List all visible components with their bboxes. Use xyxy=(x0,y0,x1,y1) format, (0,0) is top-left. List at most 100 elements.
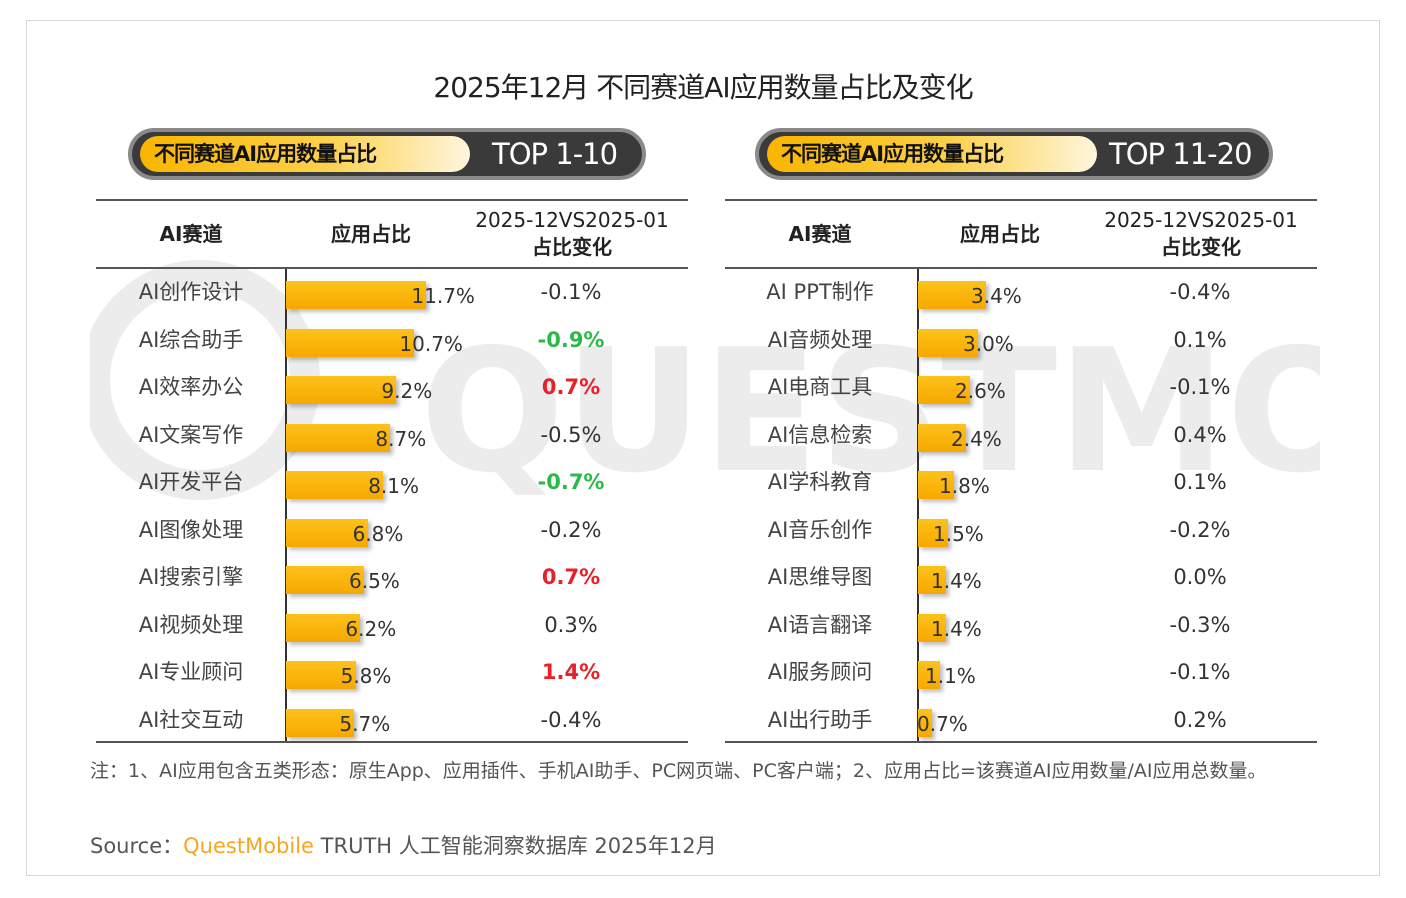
track-name: AI音频处理 xyxy=(767,327,873,352)
panel-rank: TOP 1-10 xyxy=(492,137,618,171)
track-name: AI信息检索 xyxy=(767,422,873,447)
change-value: -0.4% xyxy=(540,707,602,732)
header-share: 应用占比 xyxy=(331,222,411,246)
share-bar xyxy=(918,708,932,737)
panel-pill-0: 不同赛道AI应用数量占比 TOP 1-10 xyxy=(128,128,646,180)
ranking-table-1: AI赛道 应用占比 2025-12VS2025-01 占比变化 AI PPT制作… xyxy=(725,199,1317,743)
share-label: 10.7% xyxy=(399,331,463,356)
share-bar xyxy=(286,376,397,404)
share-bar xyxy=(286,281,427,309)
share-label: 9.2% xyxy=(381,379,433,403)
table-row: AI电商工具 2.6% -0.1% xyxy=(725,364,1317,412)
chart-title: 2025年12月 不同赛道AI应用数量占比及变化 xyxy=(433,71,973,104)
header-track: AI赛道 xyxy=(159,222,223,246)
header-change-line1: 2025-12VS2025-01 xyxy=(1104,208,1298,232)
share-label: 5.8% xyxy=(340,664,392,688)
table-row: AI开发平台 8.1% -0.7% xyxy=(96,459,688,507)
share-label: 6.2% xyxy=(345,616,397,641)
share-bar xyxy=(286,708,355,737)
change-value: -0.9% xyxy=(537,327,605,352)
axis-line xyxy=(285,269,287,741)
header-track: AI赛道 xyxy=(788,222,852,246)
track-name: AI专业顾问 xyxy=(138,660,244,684)
share-bar xyxy=(286,471,384,499)
change-value: 0.7% xyxy=(541,565,601,589)
table-row: AI专业顾问 5.8% 1.4% xyxy=(96,649,688,697)
track-name: AI创作设计 xyxy=(138,280,244,304)
track-name: AI服务顾问 xyxy=(767,660,873,684)
change-value: -0.1% xyxy=(540,280,602,304)
share-label: 1.8% xyxy=(939,474,990,498)
change-value: -0.5% xyxy=(540,422,602,447)
source-label: Source： xyxy=(90,834,184,858)
share-bar xyxy=(918,661,940,689)
share-bar xyxy=(918,281,986,309)
change-value: -0.7% xyxy=(537,470,605,494)
track-name: AI社交互动 xyxy=(138,707,244,732)
share-label: 6.8% xyxy=(352,521,404,546)
track-name: AI开发平台 xyxy=(138,470,244,494)
track-name: AI综合助手 xyxy=(138,327,244,352)
share-label: 5.7% xyxy=(339,711,391,736)
footnote: 注：1、AI应用包含五类形态：原生App、应用插件、手机AI助手、PC网页端、P… xyxy=(90,760,1267,782)
header-change-line2: 占比变化 xyxy=(532,235,612,259)
share-label: 1.1% xyxy=(925,664,976,688)
track-name: AI文案写作 xyxy=(138,422,244,447)
share-label: 1.4% xyxy=(931,569,982,593)
share-bar xyxy=(286,613,361,642)
change-value: 0.2% xyxy=(1173,707,1227,732)
change-value: -0.1% xyxy=(1169,660,1231,684)
change-value: -0.3% xyxy=(1169,612,1231,637)
table-row: AI视频处理 6.2% 0.3% xyxy=(96,602,688,650)
share-bar xyxy=(918,376,970,404)
table-header: AI赛道 应用占比 2025-12VS2025-01 占比变化 xyxy=(725,201,1317,269)
share-bar xyxy=(918,518,948,547)
share-bar xyxy=(286,328,415,357)
panel-label: 不同赛道AI应用数量占比 xyxy=(767,136,1097,172)
share-label: 11.7% xyxy=(411,284,475,308)
share-bar xyxy=(286,566,364,594)
change-value: 0.0% xyxy=(1173,565,1227,589)
share-bar xyxy=(918,471,954,499)
table-row: AI语言翻译 1.4% -0.3% xyxy=(725,602,1317,650)
table-row: AI音频处理 3.0% 0.1% xyxy=(725,317,1317,365)
panel-pill-1: 不同赛道AI应用数量占比 TOP 11-20 xyxy=(755,128,1273,180)
share-bar xyxy=(918,328,978,357)
source-line: Source：QuestMobile TRUTH 人工智能洞察数据库 2025年… xyxy=(90,830,717,860)
track-name: AI出行助手 xyxy=(767,707,873,732)
share-label: 0.7% xyxy=(917,711,968,736)
table-row: AI思维导图 1.4% 0.0% xyxy=(725,554,1317,602)
header-change-line1: 2025-12VS2025-01 xyxy=(475,208,669,232)
change-value: 0.3% xyxy=(544,612,598,637)
change-value: 0.4% xyxy=(1173,422,1227,447)
table-row: AI文案写作 8.7% -0.5% xyxy=(96,412,688,460)
table-header: AI赛道 应用占比 2025-12VS2025-01 占比变化 xyxy=(96,201,688,269)
header-change-line2: 占比变化 xyxy=(1161,235,1241,259)
table-row: AI图像处理 6.8% -0.2% xyxy=(96,507,688,555)
table-row: AI服务顾问 1.1% -0.1% xyxy=(725,649,1317,697)
table-row: AI音乐创作 1.5% -0.2% xyxy=(725,507,1317,555)
change-value: -0.2% xyxy=(1169,517,1231,542)
change-value: -0.2% xyxy=(540,517,602,542)
change-value: 0.7% xyxy=(541,375,601,399)
share-bar xyxy=(918,566,946,594)
share-bar xyxy=(286,423,391,452)
header-share: 应用占比 xyxy=(960,222,1040,246)
change-value: -0.4% xyxy=(1169,280,1231,304)
track-name: AI效率办公 xyxy=(138,375,244,399)
ranking-table-0: AI赛道 应用占比 2025-12VS2025-01 占比变化 AI创作设计 1… xyxy=(96,199,688,743)
track-name: AI思维导图 xyxy=(767,565,873,589)
change-value: 0.1% xyxy=(1173,470,1227,494)
table-row: AI信息检索 2.4% 0.4% xyxy=(725,412,1317,460)
share-bar xyxy=(286,518,368,547)
change-value: -0.1% xyxy=(1169,375,1231,399)
share-label: 1.5% xyxy=(933,521,984,546)
source-brand: QuestMobile xyxy=(183,834,314,858)
track-name: AI音乐创作 xyxy=(767,517,873,542)
share-label: 6.5% xyxy=(349,569,400,593)
track-name: AI PPT制作 xyxy=(766,280,874,304)
share-label: 2.6% xyxy=(955,379,1006,403)
share-label: 8.7% xyxy=(375,426,427,451)
table-row: AI出行助手 0.7% 0.2% xyxy=(725,697,1317,745)
track-name: AI视频处理 xyxy=(138,612,244,637)
